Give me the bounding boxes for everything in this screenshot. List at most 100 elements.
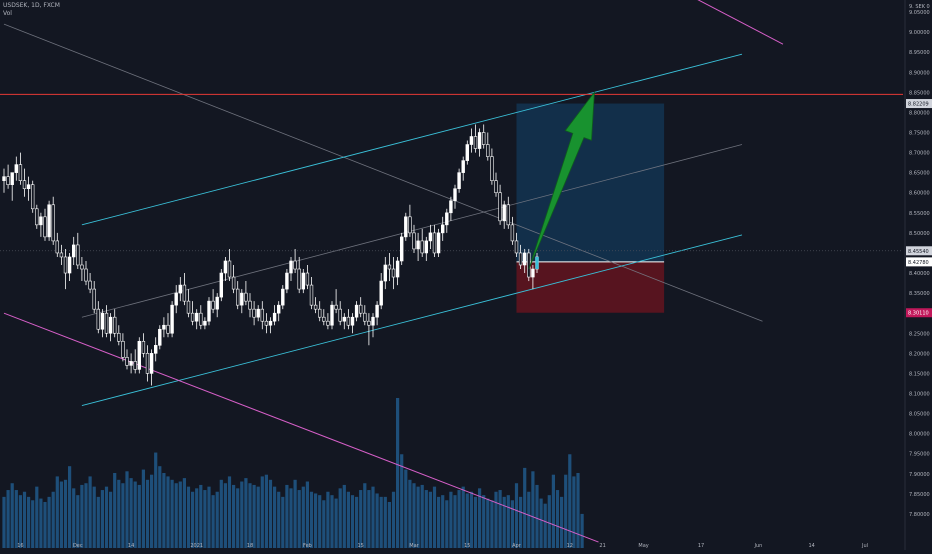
time-tick-label: 14: [128, 543, 134, 549]
candle: [219, 269, 223, 302]
candle: [445, 208, 449, 233]
channel-midline: [81, 144, 743, 318]
volume-bar: [527, 491, 531, 548]
price-tick-label: 8.60000: [909, 191, 930, 197]
volume-bar: [506, 495, 510, 548]
candle: [272, 305, 277, 326]
volume-bar: [486, 498, 490, 548]
volume-bar: [191, 491, 195, 548]
candle-body: [121, 340, 125, 358]
price-tick-label: 9.05000: [909, 10, 930, 16]
volume-bar: [10, 483, 14, 548]
volume-bar: [84, 483, 88, 548]
candle-body: [313, 304, 318, 310]
volume-bar: [469, 491, 473, 548]
volume-bar: [211, 495, 215, 548]
volume-bar: [305, 481, 309, 548]
candle: [72, 236, 76, 265]
candle: [39, 212, 43, 237]
volume-bar: [289, 488, 293, 548]
candle: [346, 309, 351, 330]
volume-bar: [498, 490, 502, 548]
volume-bar: [457, 490, 461, 548]
candle-body: [506, 204, 510, 226]
candle: [424, 236, 428, 261]
volume-bar: [297, 490, 301, 548]
candle: [486, 132, 490, 161]
candle: [469, 128, 474, 153]
candle: [231, 265, 236, 294]
volume-bar: [92, 486, 96, 548]
price-tick-label: 8.85000: [909, 90, 930, 96]
volume-bar: [158, 466, 162, 548]
candle: [498, 184, 502, 225]
volume-bar: [437, 496, 441, 548]
channel-lower-line: [81, 234, 743, 406]
candle-body: [363, 312, 367, 322]
volume-bar: [387, 501, 391, 548]
candle: [174, 285, 178, 314]
candle-body: [522, 252, 527, 266]
candle: [113, 309, 117, 338]
candle: [473, 124, 478, 153]
volume-bar: [572, 476, 576, 548]
candle-body: [2, 176, 6, 181]
volume-bar: [285, 484, 289, 548]
time-tick-label: Feb: [303, 543, 312, 549]
candle-body: [244, 292, 248, 302]
candle-body: [408, 216, 412, 234]
price-badge: [906, 246, 932, 256]
candle: [22, 168, 27, 197]
candle-body: [498, 192, 502, 222]
volume-bar: [244, 478, 248, 548]
candle-body: [281, 288, 285, 306]
candle: [47, 200, 51, 241]
price-axis: 9. SEK 09.05000 9.00000 8.95000 8.90000 8.85…: [904, 0, 932, 550]
price-tick-label: 8.50000: [909, 231, 930, 237]
volume-bar: [260, 476, 264, 548]
volume-bar: [555, 490, 560, 548]
volume-bar: [338, 488, 342, 548]
time-tick-label: 18: [247, 543, 253, 549]
last-candle-body: [535, 256, 539, 270]
candle: [84, 260, 88, 286]
symbol-label[interactable]: USDSEK, 1D, FXCM: [3, 2, 60, 9]
candle-body: [170, 304, 174, 334]
candle: [428, 224, 433, 249]
candle-body: [92, 288, 96, 310]
candle: [358, 297, 363, 318]
candle-body: [457, 172, 461, 190]
candle-body: [350, 316, 355, 326]
candle: [502, 200, 506, 229]
time-tick-label: Dec: [73, 543, 83, 549]
volume-bar: [400, 454, 404, 548]
volume-bar: [473, 496, 478, 548]
volume-bar: [383, 496, 387, 548]
candle-body: [354, 304, 359, 318]
candle: [322, 309, 326, 326]
candle: [63, 248, 68, 290]
candle-body: [502, 204, 506, 222]
candle-body: [346, 316, 351, 326]
candle-body: [186, 300, 191, 314]
candle: [481, 124, 486, 149]
candle-body: [432, 232, 437, 254]
volume-bar: [125, 471, 129, 548]
pink-upper-trendline: [697, 0, 784, 45]
candle-body: [252, 308, 256, 318]
candle-body: [18, 164, 23, 181]
candle: [88, 273, 92, 294]
candle: [268, 317, 273, 334]
candle-body: [387, 264, 392, 270]
target-arrow: [528, 91, 595, 270]
volume-bar: [539, 498, 543, 548]
volume-bar: [445, 500, 449, 548]
candle: [76, 232, 80, 270]
candle: [92, 281, 96, 314]
candle: [190, 301, 195, 326]
volume-bar: [68, 466, 72, 548]
candle-body: [272, 312, 277, 322]
price-badge: [906, 308, 932, 318]
volume-bar: [441, 495, 445, 548]
